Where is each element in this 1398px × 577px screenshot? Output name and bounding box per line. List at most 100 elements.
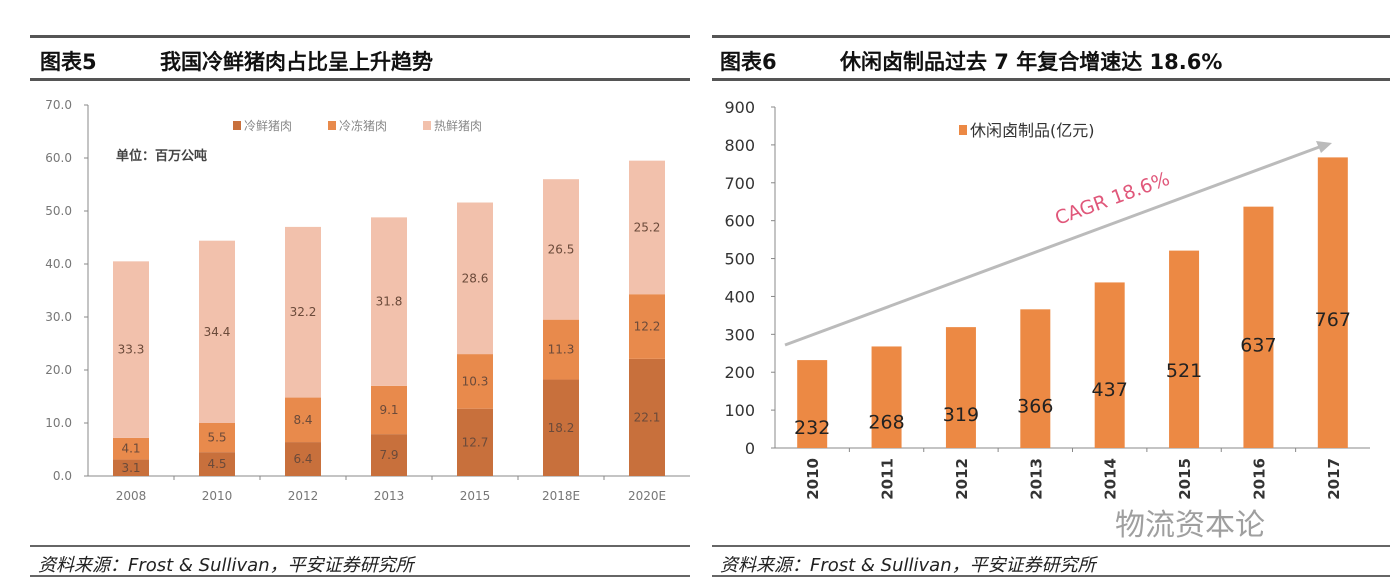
left-y-tick-label: 30.0 bbox=[45, 310, 72, 324]
left-data-label: 31.8 bbox=[376, 295, 403, 309]
left-data-label: 10.3 bbox=[462, 374, 489, 388]
header-rule-left bbox=[30, 78, 690, 81]
left-data-label: 26.5 bbox=[548, 242, 575, 256]
left-legend-label: 冷鲜猪肉 bbox=[244, 119, 292, 133]
left-data-label: 11.3 bbox=[548, 343, 575, 357]
right-y-tick-label: 600 bbox=[724, 212, 755, 231]
left-data-label: 9.1 bbox=[379, 403, 398, 417]
right-data-label: 319 bbox=[943, 404, 979, 426]
left-legend-swatch bbox=[423, 121, 431, 130]
left-x-tick-label: 2008 bbox=[116, 489, 147, 503]
left-bar-segment bbox=[285, 226, 321, 398]
left-bar-segment bbox=[371, 385, 407, 435]
left-bar-segment bbox=[113, 459, 149, 476]
left-bar-segment bbox=[629, 160, 665, 295]
left-unit-note: 单位：百万公吨 bbox=[116, 148, 207, 164]
left-x-tick-label: 2010 bbox=[202, 489, 233, 503]
right-bar bbox=[1020, 309, 1051, 448]
left-bar-segment bbox=[199, 240, 235, 423]
left-bar-segment bbox=[457, 408, 493, 476]
right-y-tick-label: 900 bbox=[724, 98, 755, 117]
right-bar bbox=[797, 360, 828, 448]
left-data-label: 4.5 bbox=[207, 457, 226, 471]
right-data-label: 437 bbox=[1092, 379, 1128, 401]
right-x-tick-label: 2017 bbox=[1325, 458, 1343, 500]
left-bar-segment bbox=[113, 261, 149, 438]
right-bar bbox=[1169, 250, 1200, 448]
left-x-tick-label: 2018E bbox=[542, 489, 580, 503]
top-rule-left bbox=[30, 35, 690, 38]
left-data-label: 34.4 bbox=[204, 325, 231, 339]
right-source: 资料来源：Frost & Sullivan，平安证券研究所 bbox=[720, 555, 1096, 576]
right-y-tick-label: 500 bbox=[724, 250, 755, 269]
right-legend-swatch bbox=[959, 125, 967, 135]
right-figure-title: 休闲卤制品过去 7 年复合增速达 18.6% bbox=[840, 50, 1223, 74]
bottom-rule-left bbox=[30, 575, 690, 577]
right-bar bbox=[871, 346, 902, 448]
left-y-tick-label: 20.0 bbox=[45, 363, 72, 377]
right-bar bbox=[945, 327, 976, 448]
left-bar-segment bbox=[629, 358, 665, 476]
left-legend-label: 热鲜猪肉 bbox=[434, 119, 482, 133]
left-legend-label: 冷冻猪肉 bbox=[339, 118, 387, 133]
right-data-label: 268 bbox=[868, 412, 904, 434]
left-legend-swatch bbox=[233, 121, 241, 130]
left-bar-segment bbox=[629, 294, 665, 359]
right-data-label: 767 bbox=[1315, 309, 1351, 331]
left-x-tick-label: 2013 bbox=[374, 489, 405, 503]
right-bar bbox=[1317, 157, 1348, 449]
left-x-tick-label: 2015 bbox=[460, 489, 491, 503]
right-x-tick-label: 2014 bbox=[1102, 458, 1120, 500]
left-bar-segment bbox=[285, 442, 321, 476]
watermark: 物流资本论 bbox=[1115, 508, 1265, 543]
left-data-label: 33.3 bbox=[118, 343, 145, 357]
left-data-label: 12.7 bbox=[462, 435, 489, 449]
left-bar-segment bbox=[457, 354, 493, 409]
top-rule-right bbox=[712, 35, 1390, 38]
left-bar-segment bbox=[371, 434, 407, 476]
left-bar-segment bbox=[199, 423, 235, 453]
right-y-tick-label: 0 bbox=[745, 439, 755, 458]
right-y-tick-label: 400 bbox=[724, 287, 755, 306]
right-bar bbox=[1243, 206, 1274, 448]
right-y-tick-label: 700 bbox=[724, 174, 755, 193]
left-source: 资料来源：Frost & Sullivan，平安证券研究所 bbox=[38, 555, 414, 576]
left-y-tick-label: 70.0 bbox=[45, 98, 72, 112]
left-header: 图表5 我国冷鲜猪肉占比呈上升趋势 bbox=[40, 46, 433, 76]
left-x-tick-label: 2012 bbox=[288, 489, 319, 503]
right-y-tick-label: 100 bbox=[724, 401, 755, 420]
left-bar-segment bbox=[113, 437, 149, 460]
cagr-arrow-head bbox=[1316, 141, 1332, 153]
right-data-label: 232 bbox=[794, 417, 830, 439]
right-y-tick-label: 800 bbox=[724, 136, 755, 155]
left-data-label: 18.2 bbox=[548, 421, 575, 435]
left-bar-segment bbox=[371, 217, 407, 386]
left-figure-title: 我国冷鲜猪肉占比呈上升趋势 bbox=[160, 50, 433, 74]
left-bar-segment bbox=[543, 179, 579, 320]
left-data-label: 25.2 bbox=[634, 220, 661, 234]
right-figure-number: 图表6 bbox=[720, 50, 777, 74]
left-data-label: 22.1 bbox=[634, 410, 661, 424]
footer-rule-right bbox=[712, 545, 1390, 547]
right-x-tick-label: 2011 bbox=[879, 458, 897, 500]
right-x-tick-label: 2013 bbox=[1027, 458, 1045, 500]
left-bar-segment bbox=[543, 319, 579, 380]
left-data-label: 5.5 bbox=[207, 431, 226, 445]
left-data-label: 12.2 bbox=[634, 320, 661, 334]
left-y-tick-label: 40.0 bbox=[45, 257, 72, 271]
left-bar-segment bbox=[199, 452, 235, 476]
right-bar bbox=[1094, 282, 1125, 448]
left-data-label: 8.4 bbox=[293, 413, 312, 427]
left-data-label: 32.2 bbox=[290, 305, 317, 319]
right-x-tick-label: 2012 bbox=[953, 458, 971, 500]
right-x-tick-label: 2010 bbox=[804, 458, 822, 500]
right-y-tick-label: 300 bbox=[724, 325, 755, 344]
right-y-tick-label: 200 bbox=[724, 363, 755, 382]
right-legend-label: 休闲卤制品(亿元) bbox=[970, 121, 1095, 140]
left-bar-segment bbox=[543, 379, 579, 476]
left-data-label: 7.9 bbox=[379, 448, 398, 462]
left-figure-number: 图表5 bbox=[40, 50, 97, 74]
cagr-arrow-line bbox=[784, 144, 1323, 347]
left-data-label: 28.6 bbox=[462, 271, 489, 285]
